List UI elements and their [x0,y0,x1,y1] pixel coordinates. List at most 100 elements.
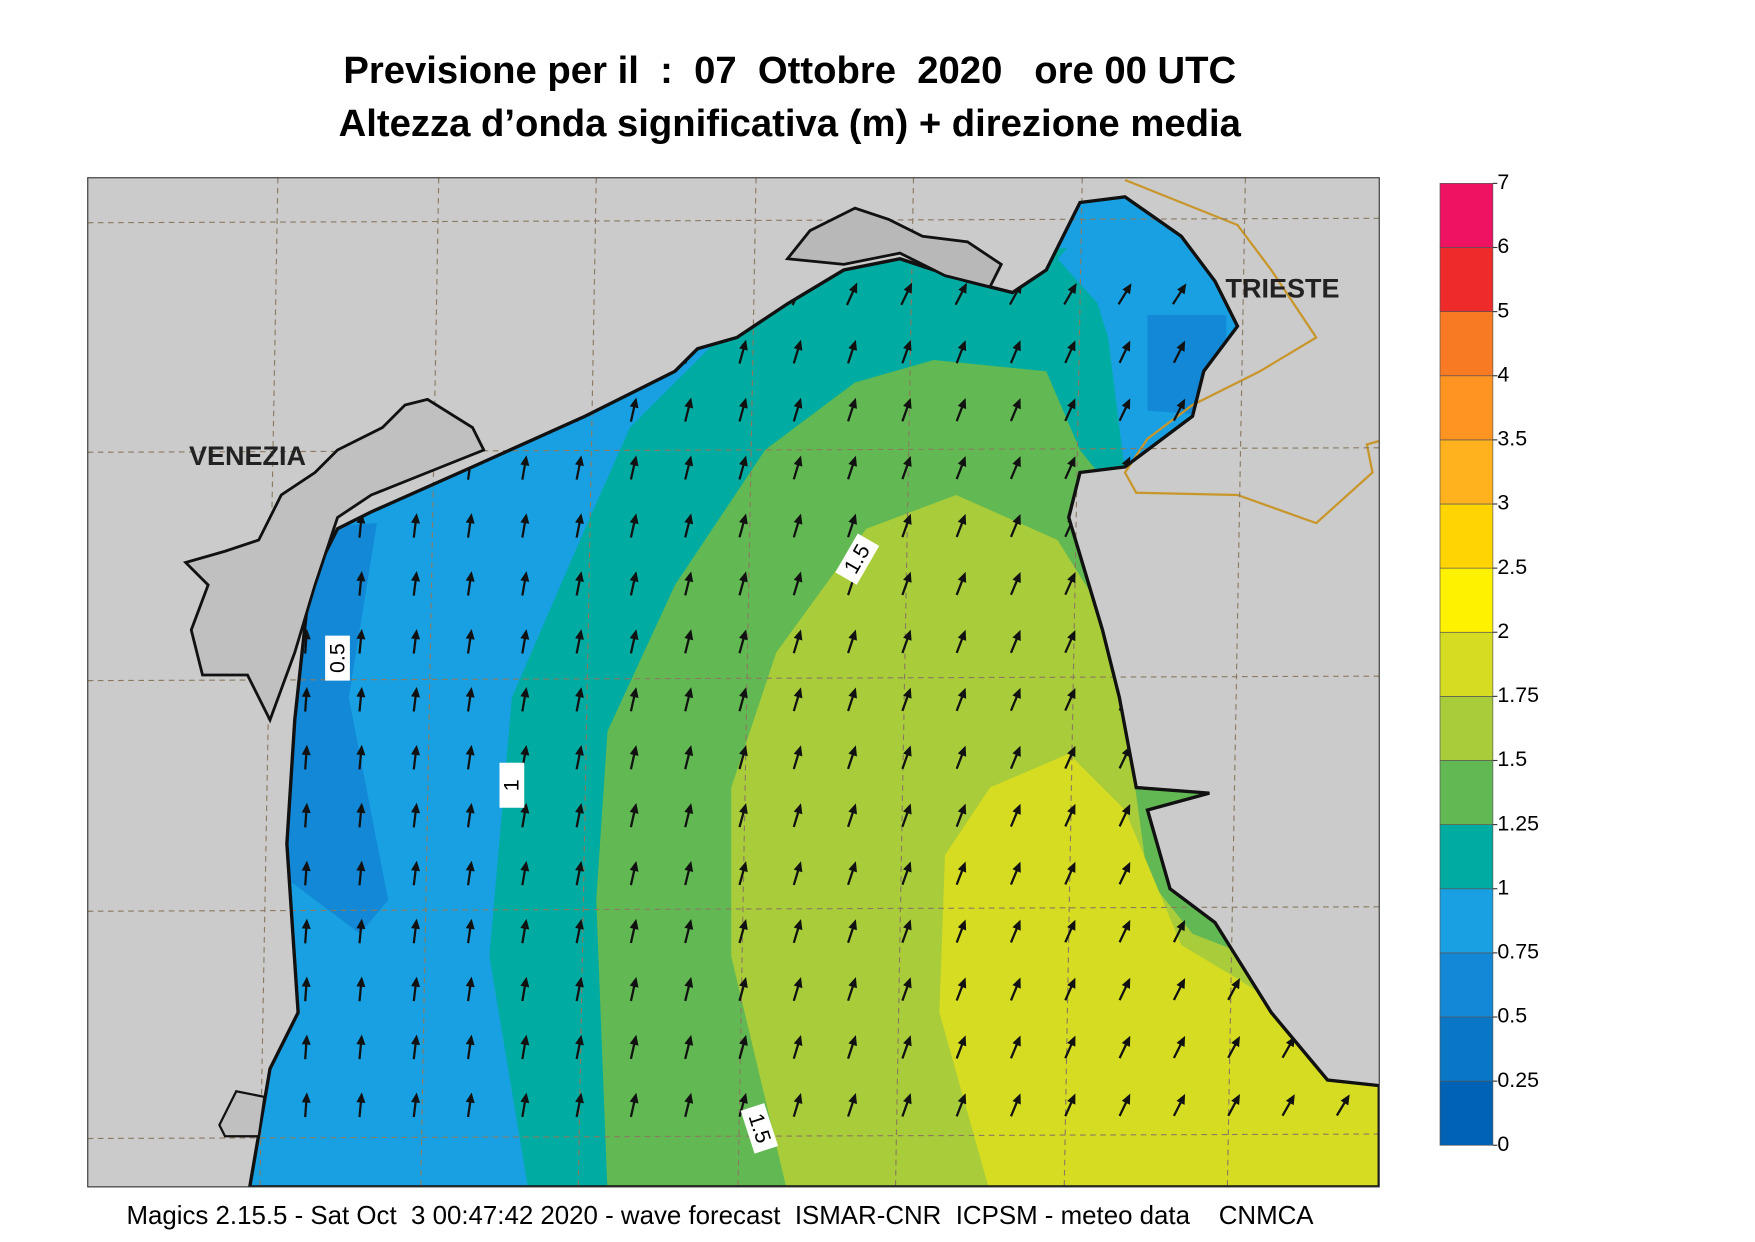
arrow-head [1231,978,1240,990]
arrow [847,1035,857,1059]
arrow-head [1121,398,1131,410]
arrow [684,1092,694,1118]
arrow [901,455,912,480]
arrow-head [793,1092,803,1104]
arrow-head [575,1034,584,1046]
arrow [847,339,857,364]
arrow-head [465,571,475,582]
colorbar-label: 2.5 [1497,555,1527,579]
graticule-line [420,177,440,1187]
colorbar-swatch [1439,1016,1494,1082]
arrow [356,686,366,712]
colorbar-swatch [1439,1080,1494,1146]
arrow [738,687,748,712]
arrow-head [848,803,857,815]
arrow [411,686,420,712]
arrow-head [1121,919,1131,931]
arrow [301,860,311,886]
arrow-head [520,1034,530,1046]
graticule-line [894,177,915,1187]
arrow [955,513,967,538]
arrow-head [356,860,366,872]
arrow [684,976,694,1002]
arrow [1118,977,1131,1001]
colorbar-label: 6 [1497,234,1509,258]
colorbar-swatch [1439,375,1494,441]
arrow [847,861,857,886]
arrow [1118,1093,1131,1117]
arrow [1227,978,1240,1001]
arrow [1009,629,1021,654]
arrow-head [793,745,803,757]
colorbar-swatch [1439,888,1494,954]
arrow [738,513,748,538]
contour-label-text: 0.5 [325,643,349,673]
colorbar-label: 7 [1497,170,1509,194]
arrow-head [957,977,967,989]
arrow [356,1092,366,1118]
arrow [1009,456,1021,480]
arrow-head [848,1035,857,1047]
graticule-line [259,177,279,1187]
arrow-head [903,571,912,583]
graticule-line [87,906,1380,912]
arrow [1117,283,1132,305]
arrow [1172,398,1186,422]
contour-label-box [835,533,880,585]
arrow-head [575,860,584,872]
arrow-head [739,1034,748,1046]
arrow [465,918,475,944]
arrow [1009,571,1021,596]
arrow [901,861,912,886]
arrow [1172,920,1186,943]
arrow-head [793,571,803,583]
arrow-head [465,802,475,814]
arrow [1064,456,1076,480]
arrow [684,1034,694,1060]
arrow-head [903,803,912,815]
arrow [629,397,639,422]
arrow [1009,919,1021,943]
arrow-head [957,745,967,757]
arrow [1009,398,1021,422]
arrow-head [356,918,366,930]
arrow [955,977,967,1001]
arrow-head [520,802,530,814]
arrow [901,977,912,1001]
arrow [1064,572,1076,596]
colorbar-label: 5 [1497,298,1509,322]
arrow-head [520,571,530,582]
arrow [738,861,748,886]
arrow-head [957,398,967,410]
arrow [738,745,748,770]
arrow-head [301,686,311,698]
arrow-head [848,861,857,873]
arrow-head [903,282,913,294]
arrow [1064,630,1076,654]
colorbar-swatch [1439,760,1494,825]
arrow-head [356,802,366,814]
arrow-head [957,571,967,583]
subtitle: Altezza d’onda significativa (m) + direz… [339,102,1242,145]
arrow-head [739,397,748,409]
arrow [356,1034,366,1060]
arrow [901,397,912,422]
arrow-head [739,919,748,931]
arrow-head [301,1092,311,1103]
arrow-head [1012,1035,1021,1047]
arrow-head [356,628,366,640]
arrow [1064,398,1076,422]
arrow-head [1285,1094,1295,1106]
arrow-head [1067,456,1076,468]
arrow-head [1176,920,1186,932]
arrow-head [411,571,420,582]
colorbar-label: 0 [1497,1132,1509,1156]
arrow [955,571,967,596]
arrow [411,1092,420,1118]
arrow [684,397,694,422]
island [218,1089,266,1138]
arrow-head [411,802,420,814]
graticule-line [1226,177,1246,1187]
arrow-head [848,339,857,351]
arrow-head [301,1034,311,1045]
